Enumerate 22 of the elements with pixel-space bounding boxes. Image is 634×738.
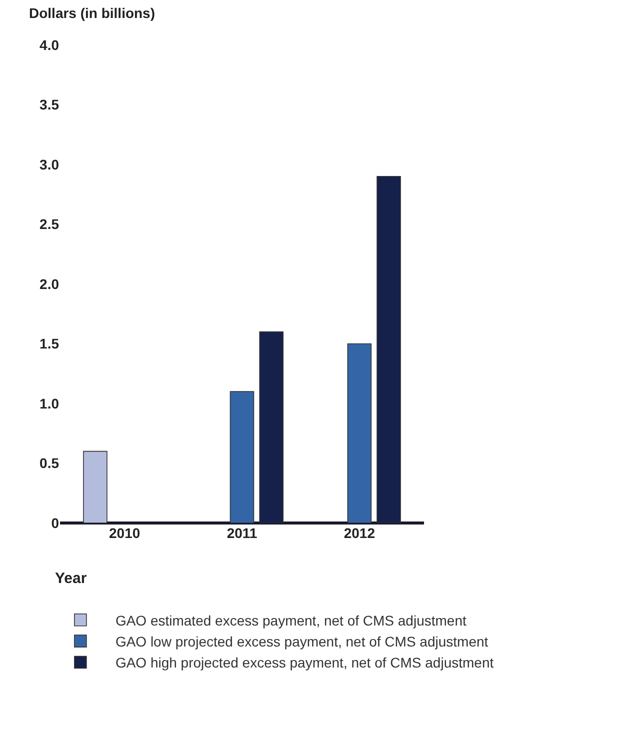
- bar: [230, 391, 254, 523]
- x-tick-label: 2011: [226, 525, 258, 541]
- x-tick-label: 2010: [109, 525, 140, 541]
- y-tick-label: 1.0: [40, 395, 60, 412]
- legend-label: GAO low projected excess payment, net of CMS adjustment: [115, 634, 488, 650]
- bar: [83, 450, 108, 523]
- x-tick-label: 2012: [344, 525, 376, 541]
- y-tick-label: 4.0: [40, 36, 60, 53]
- y-tick-label: 0.5: [40, 455, 60, 472]
- y-tick-label: 2.0: [40, 276, 60, 292]
- y-tick-label: 3.5: [40, 96, 60, 113]
- y-tick-label: 3.0: [40, 156, 60, 172]
- y-tick-label: 0: [51, 514, 60, 531]
- x-axis-title: Year: [55, 570, 87, 587]
- bar: [259, 331, 284, 523]
- bar: [347, 343, 372, 523]
- legend-label: GAO estimated excess payment, net of CMS adjustment: [115, 612, 466, 628]
- y-tick-label: 2.5: [40, 216, 60, 232]
- y-tick-label: 1.5: [40, 336, 60, 352]
- y-axis-title: Dollars (in billions): [29, 5, 156, 21]
- bar: [376, 176, 401, 523]
- legend-label: GAO high projected excess payment, net of CMS adjustment: [115, 654, 494, 671]
